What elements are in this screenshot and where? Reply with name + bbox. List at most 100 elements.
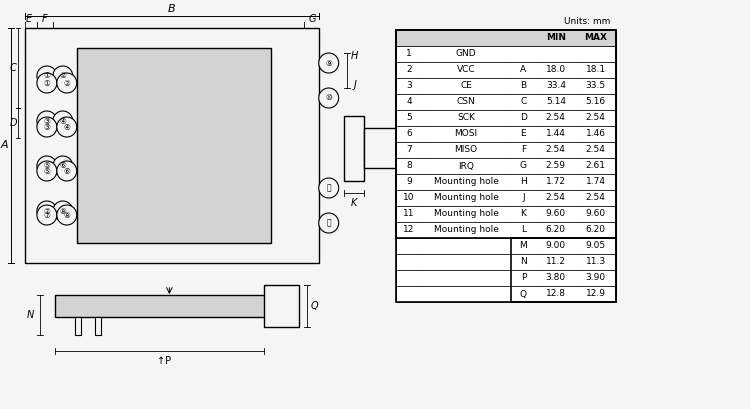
Text: 9.60: 9.60: [586, 209, 606, 218]
Bar: [397, 270, 616, 286]
Bar: [397, 78, 616, 94]
Text: ⑧: ⑧: [63, 211, 70, 220]
Text: 5.14: 5.14: [546, 97, 566, 106]
Text: 9: 9: [406, 178, 412, 187]
Text: SCK: SCK: [458, 114, 475, 123]
Text: Mounting hole: Mounting hole: [433, 193, 499, 202]
Text: 2.54: 2.54: [586, 146, 605, 155]
Text: 2.59: 2.59: [546, 162, 566, 171]
Text: 3: 3: [406, 81, 412, 90]
Text: Q: Q: [520, 290, 527, 299]
Text: 1.46: 1.46: [586, 130, 606, 139]
Circle shape: [37, 66, 57, 86]
Circle shape: [57, 205, 76, 225]
Bar: [25, 28, 319, 263]
Text: ④: ④: [59, 117, 66, 126]
Text: GND: GND: [456, 49, 476, 58]
Text: 2.54: 2.54: [546, 193, 566, 202]
Circle shape: [53, 111, 73, 131]
Text: 4: 4: [406, 97, 412, 106]
Text: 5: 5: [406, 114, 412, 123]
Text: ③: ③: [44, 123, 50, 132]
Text: ⑥: ⑥: [63, 166, 70, 175]
Text: 3.80: 3.80: [546, 274, 566, 283]
Text: A: A: [0, 141, 8, 151]
Circle shape: [53, 201, 73, 221]
Text: 2.54: 2.54: [546, 146, 566, 155]
Bar: [397, 286, 616, 302]
Circle shape: [37, 111, 57, 131]
Circle shape: [37, 73, 57, 93]
Bar: [397, 238, 616, 254]
Text: ⑤: ⑤: [44, 166, 50, 175]
Bar: [397, 62, 616, 78]
Text: 11.2: 11.2: [546, 258, 566, 267]
Text: H: H: [351, 51, 358, 61]
Circle shape: [57, 73, 76, 93]
Text: 2.61: 2.61: [586, 162, 606, 171]
Text: 12: 12: [404, 225, 415, 234]
Circle shape: [37, 117, 57, 137]
Bar: [364, 128, 398, 168]
Circle shape: [57, 161, 76, 181]
Text: Units: mm: Units: mm: [564, 18, 610, 27]
Text: Q: Q: [311, 301, 319, 311]
Bar: [76, 48, 271, 243]
Circle shape: [53, 156, 73, 176]
Text: ⑦: ⑦: [44, 207, 50, 216]
Text: G: G: [309, 14, 316, 24]
Text: 18.1: 18.1: [586, 65, 606, 74]
Text: 12.9: 12.9: [586, 290, 606, 299]
Circle shape: [319, 53, 339, 73]
Bar: [344, 116, 364, 181]
Text: C: C: [520, 97, 526, 106]
Text: CE: CE: [460, 81, 472, 90]
Text: Mounting hole: Mounting hole: [433, 209, 499, 218]
Text: ②: ②: [63, 79, 70, 88]
Text: B: B: [168, 4, 176, 14]
Circle shape: [37, 205, 57, 225]
Text: C: C: [10, 63, 16, 73]
Text: 9.00: 9.00: [546, 241, 566, 250]
Text: 2.54: 2.54: [586, 114, 605, 123]
Bar: [397, 254, 616, 270]
Bar: [397, 30, 616, 46]
Bar: [397, 30, 616, 302]
Text: 2: 2: [406, 65, 412, 74]
Circle shape: [319, 88, 339, 108]
Text: 2.54: 2.54: [546, 114, 566, 123]
Text: 8: 8: [406, 162, 412, 171]
Text: L: L: [412, 143, 417, 153]
Text: J: J: [353, 80, 356, 90]
Text: K: K: [520, 209, 526, 218]
Bar: [397, 46, 616, 62]
Text: D: D: [520, 114, 526, 123]
Text: 11: 11: [404, 209, 415, 218]
Text: 5.16: 5.16: [586, 97, 606, 106]
Text: 12.8: 12.8: [546, 290, 566, 299]
Text: Mounting hole: Mounting hole: [433, 178, 499, 187]
Bar: [397, 158, 616, 174]
Bar: [397, 174, 616, 190]
Text: N: N: [520, 258, 526, 267]
Text: 7: 7: [406, 146, 412, 155]
Bar: [397, 142, 616, 158]
Text: VCC: VCC: [457, 65, 476, 74]
Text: 18.0: 18.0: [546, 65, 566, 74]
Text: N: N: [26, 310, 34, 320]
Text: F: F: [520, 146, 526, 155]
Text: K: K: [350, 198, 357, 208]
Bar: [264, 285, 298, 327]
Text: Mounting hole: Mounting hole: [433, 225, 499, 234]
Text: 2.54: 2.54: [586, 193, 605, 202]
Text: ⑨: ⑨: [326, 58, 332, 67]
Text: 6: 6: [406, 130, 412, 139]
Text: ⑤: ⑤: [44, 162, 50, 171]
Text: E: E: [520, 130, 526, 139]
Text: P: P: [520, 274, 526, 283]
Text: 10: 10: [404, 193, 415, 202]
Bar: [397, 126, 616, 142]
Text: ①: ①: [44, 72, 50, 81]
Text: 1.74: 1.74: [586, 178, 606, 187]
Text: IRQ: IRQ: [458, 162, 474, 171]
